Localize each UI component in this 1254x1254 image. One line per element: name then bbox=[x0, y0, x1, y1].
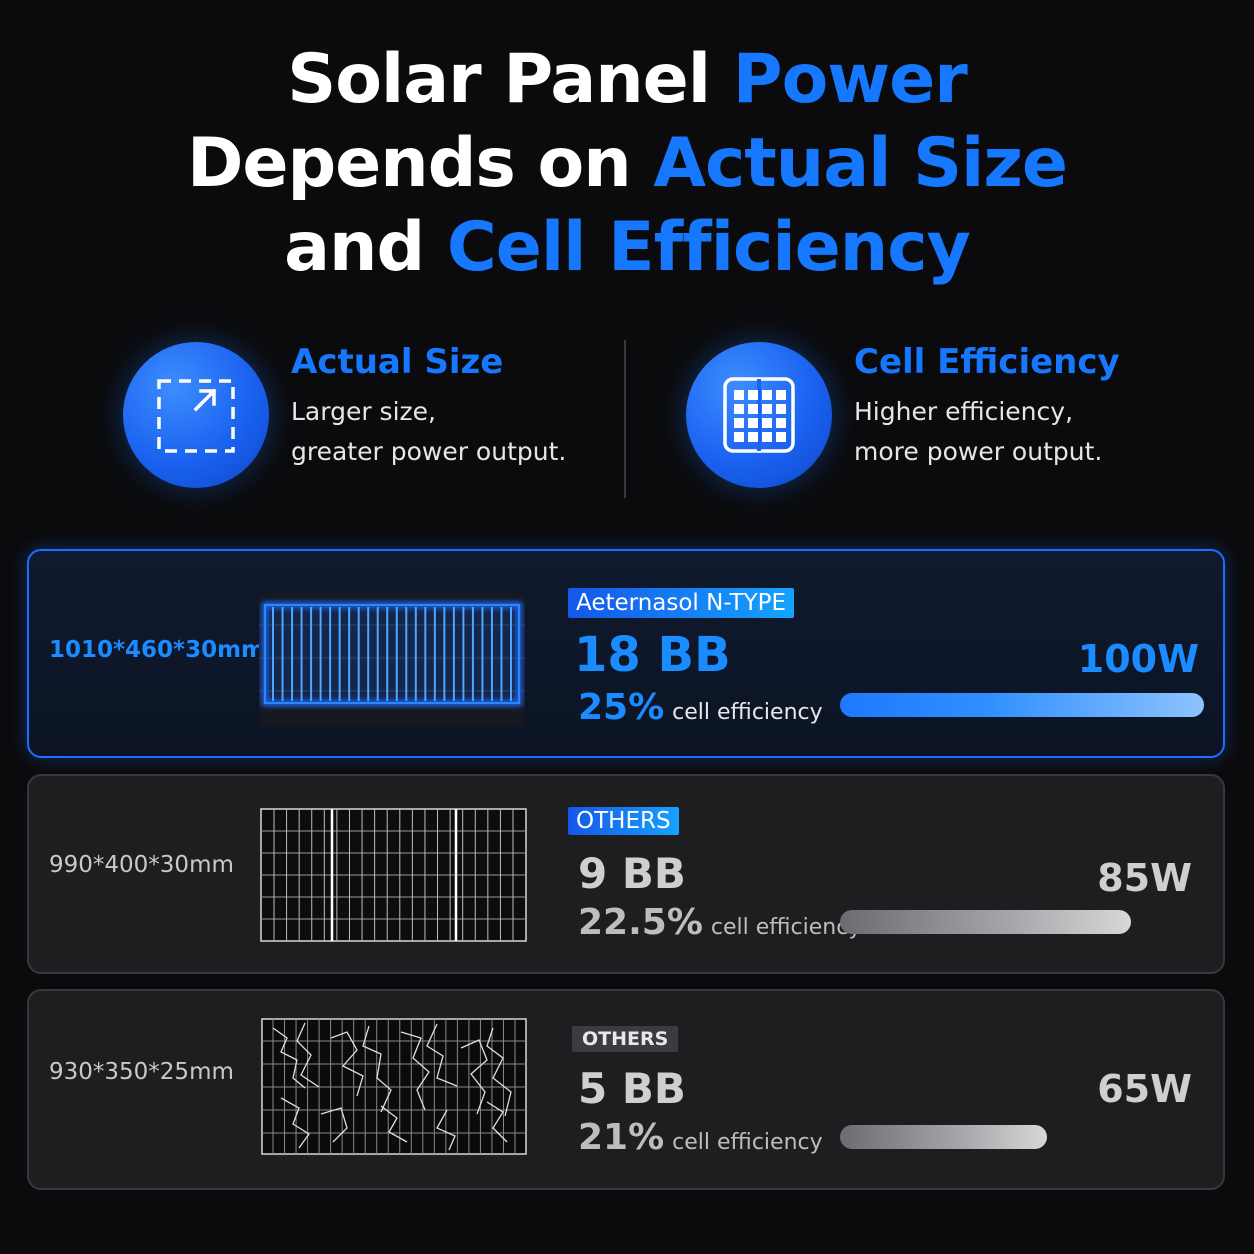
solar-cell-grid-icon bbox=[686, 342, 832, 488]
comparison-card-aeternasol: 1010*460*30mm Aeternasol N-TYPE 18 BB 25… bbox=[27, 549, 1225, 758]
standard-panel-icon bbox=[260, 808, 527, 942]
headline: Solar Panel Power Depends on Actual Size… bbox=[0, 38, 1254, 290]
cell-efficiency: 22.5% cell efficiency bbox=[578, 902, 862, 943]
comparison-card-others-5bb: 930*350*25mm OTHERS 5 BB 21% cell efficie… bbox=[27, 989, 1225, 1190]
power-output: 65W bbox=[1097, 1067, 1192, 1111]
product-tag: OTHERS bbox=[568, 807, 679, 835]
busbar-count: 18 BB bbox=[574, 627, 731, 683]
panel-dimensions: 930*350*25mm bbox=[49, 1059, 234, 1085]
expand-frame-icon bbox=[123, 342, 269, 488]
feature-description: Higher efficiency, more power output. bbox=[854, 397, 1103, 466]
panel-dimensions: 1010*460*30mm bbox=[49, 637, 266, 663]
cracked-panel-icon bbox=[261, 1018, 527, 1155]
headline-line-1: Solar Panel Power bbox=[287, 40, 968, 119]
busbar-count: 5 BB bbox=[578, 1064, 686, 1113]
feature-divider bbox=[624, 340, 626, 498]
panel-dimensions: 990*400*30mm bbox=[49, 852, 234, 878]
cell-efficiency: 25% cell efficiency bbox=[578, 687, 823, 728]
comparison-card-others-9bb: 990*400*30mm OTHERS 9 BB 22.5% cell effic… bbox=[27, 774, 1225, 974]
feature-description: Larger size, greater power output. bbox=[291, 397, 567, 466]
product-tag: OTHERS bbox=[572, 1026, 679, 1052]
headline-line-2: Depends on Actual Size bbox=[186, 124, 1068, 203]
power-bar bbox=[840, 693, 1204, 717]
power-output: 100W bbox=[1077, 637, 1199, 681]
n-type-panel-glowing-icon bbox=[259, 591, 525, 726]
power-bar bbox=[840, 910, 1131, 934]
power-bar bbox=[840, 1125, 1047, 1149]
cell-efficiency: 21% cell efficiency bbox=[578, 1117, 823, 1158]
feature-title: Actual Size bbox=[291, 342, 504, 382]
feature-title: Cell Efficiency bbox=[854, 342, 1120, 382]
headline-line-3: and Cell Efficiency bbox=[284, 208, 971, 287]
power-output: 85W bbox=[1097, 856, 1192, 900]
busbar-count: 9 BB bbox=[578, 849, 686, 898]
product-tag: Aeternasol N-TYPE bbox=[568, 588, 795, 618]
